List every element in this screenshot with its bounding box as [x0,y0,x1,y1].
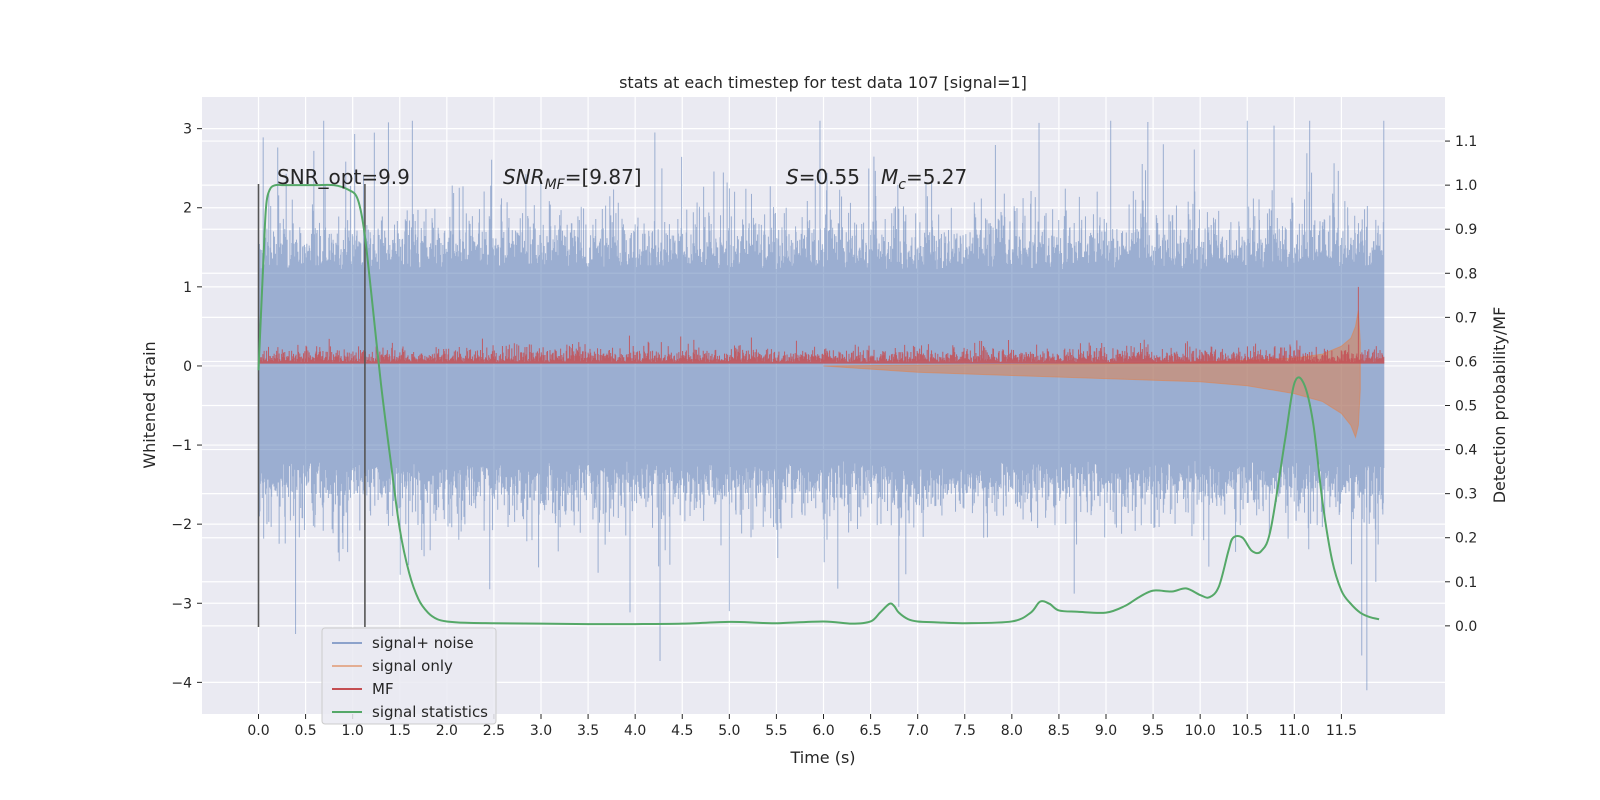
tick-label-y-right: 0.5 [1455,399,1477,415]
tick-label-x: 1.5 [389,723,411,739]
annotation-mc-label: M [881,165,898,189]
tick-label-y-right: 0.1 [1455,575,1477,591]
y-axis-label-right: Detection probability/MF [1490,307,1509,504]
tick-label-x: 6.0 [812,723,834,739]
annotation-s-label: S [786,165,799,189]
tick-label-x: 4.0 [624,723,646,739]
tick-label-y-right: 0.7 [1455,310,1477,326]
tick-label-x: 2.0 [436,723,458,739]
tick-label-y-right: 0.3 [1455,487,1477,503]
tick-label-y-right: 0.2 [1455,531,1477,547]
tick-label-y: 2 [183,201,192,217]
annotation-snr-mf-value: =[9.87] [565,165,642,189]
chart-title: stats at each timestep for test data 107… [619,73,1027,92]
y-ticks-left: 3 2 1 0 −1 −2 −3 −4 [171,122,202,691]
tick-label-x: 1.0 [342,723,364,739]
tick-label-y: −4 [171,675,192,691]
x-axis-label: Time (s) [789,748,855,767]
tick-label-x: 5.5 [765,723,787,739]
legend: signal+ noise signal only MF signal statist… [321,627,497,725]
tick-label-y: −3 [171,596,192,612]
annotation-snr-mf: SNRMF=[9.87] [503,165,642,193]
tick-label-y-right: 0.9 [1455,222,1477,238]
annotation-s: S=0.55 [786,165,860,189]
tick-label-x: 0.0 [247,723,269,739]
tick-label-x: 3.0 [530,723,552,739]
legend-box [321,627,497,725]
tick-label-x: 7.0 [907,723,929,739]
legend-label: MF [372,680,394,698]
tick-label-x: 10.0 [1185,723,1216,739]
tick-label-x: 9.5 [1142,723,1164,739]
annotation-mc-value: =5.27 [906,165,967,189]
tick-label-y: −2 [171,517,192,533]
tick-label-y-right: 0.6 [1455,354,1477,370]
legend-label: signal statistics [372,703,488,721]
tick-label-x: 11.0 [1279,723,1310,739]
tick-label-x: 5.0 [718,723,740,739]
plot-area [257,120,1385,691]
vertical-markers [257,184,366,627]
tick-label-x: 2.5 [483,723,505,739]
tick-label-x: 8.5 [1048,723,1070,739]
legend-label: signal only [372,657,453,675]
legend-label: signal+ noise [372,634,474,652]
tick-label-x: 4.5 [671,723,693,739]
tick-label-y-right: 0.4 [1455,443,1477,459]
tick-label-y: 0 [183,359,192,375]
tick-label-x: 0.5 [294,723,316,739]
tick-label-y-right: 1.1 [1455,134,1477,150]
annotation-snr-mf-sub: MF [545,177,566,193]
tick-label-y: −1 [171,438,192,454]
tick-label-y: 1 [183,280,192,296]
tick-label-x: 11.5 [1326,723,1357,739]
y-axis-label: Whitened strain [140,341,159,468]
tick-label-y: 3 [183,122,192,138]
tick-label-x: 9.0 [1095,723,1117,739]
annotation-mc-sub: c [898,177,906,193]
tick-label-x: 3.5 [577,723,599,739]
tick-label-y-right: 0.0 [1455,619,1477,635]
tick-label-x: 6.5 [859,723,881,739]
annotation-snr-opt: SNR_opt=9.9 [277,165,410,189]
tick-label-y-right: 0.8 [1455,266,1477,282]
y-ticks-right: 1.1 1.0 0.9 0.8 0.7 0.6 0.5 0.4 0.3 0.2 0.1 0.0 [1445,134,1477,635]
signal-statistics-line [257,183,1380,626]
annotation-mc: Mc=5.27 [881,165,967,193]
x-ticks: 0.0 0.5 1.0 1.5 2.0 2.5 3.0 3.5 4.0 4.5 5.0 5.5 6.0 6… [247,714,1357,739]
tick-label-x: 8.0 [1001,723,1023,739]
annotation-s-value: =0.55 [799,165,860,189]
annotation-snr-mf-label: SNR [503,165,545,189]
series-signal-statistics [257,183,1380,626]
tick-label-x: 7.5 [954,723,976,739]
tick-label-x: 10.5 [1232,723,1263,739]
tick-label-y-right: 1.0 [1455,178,1477,194]
